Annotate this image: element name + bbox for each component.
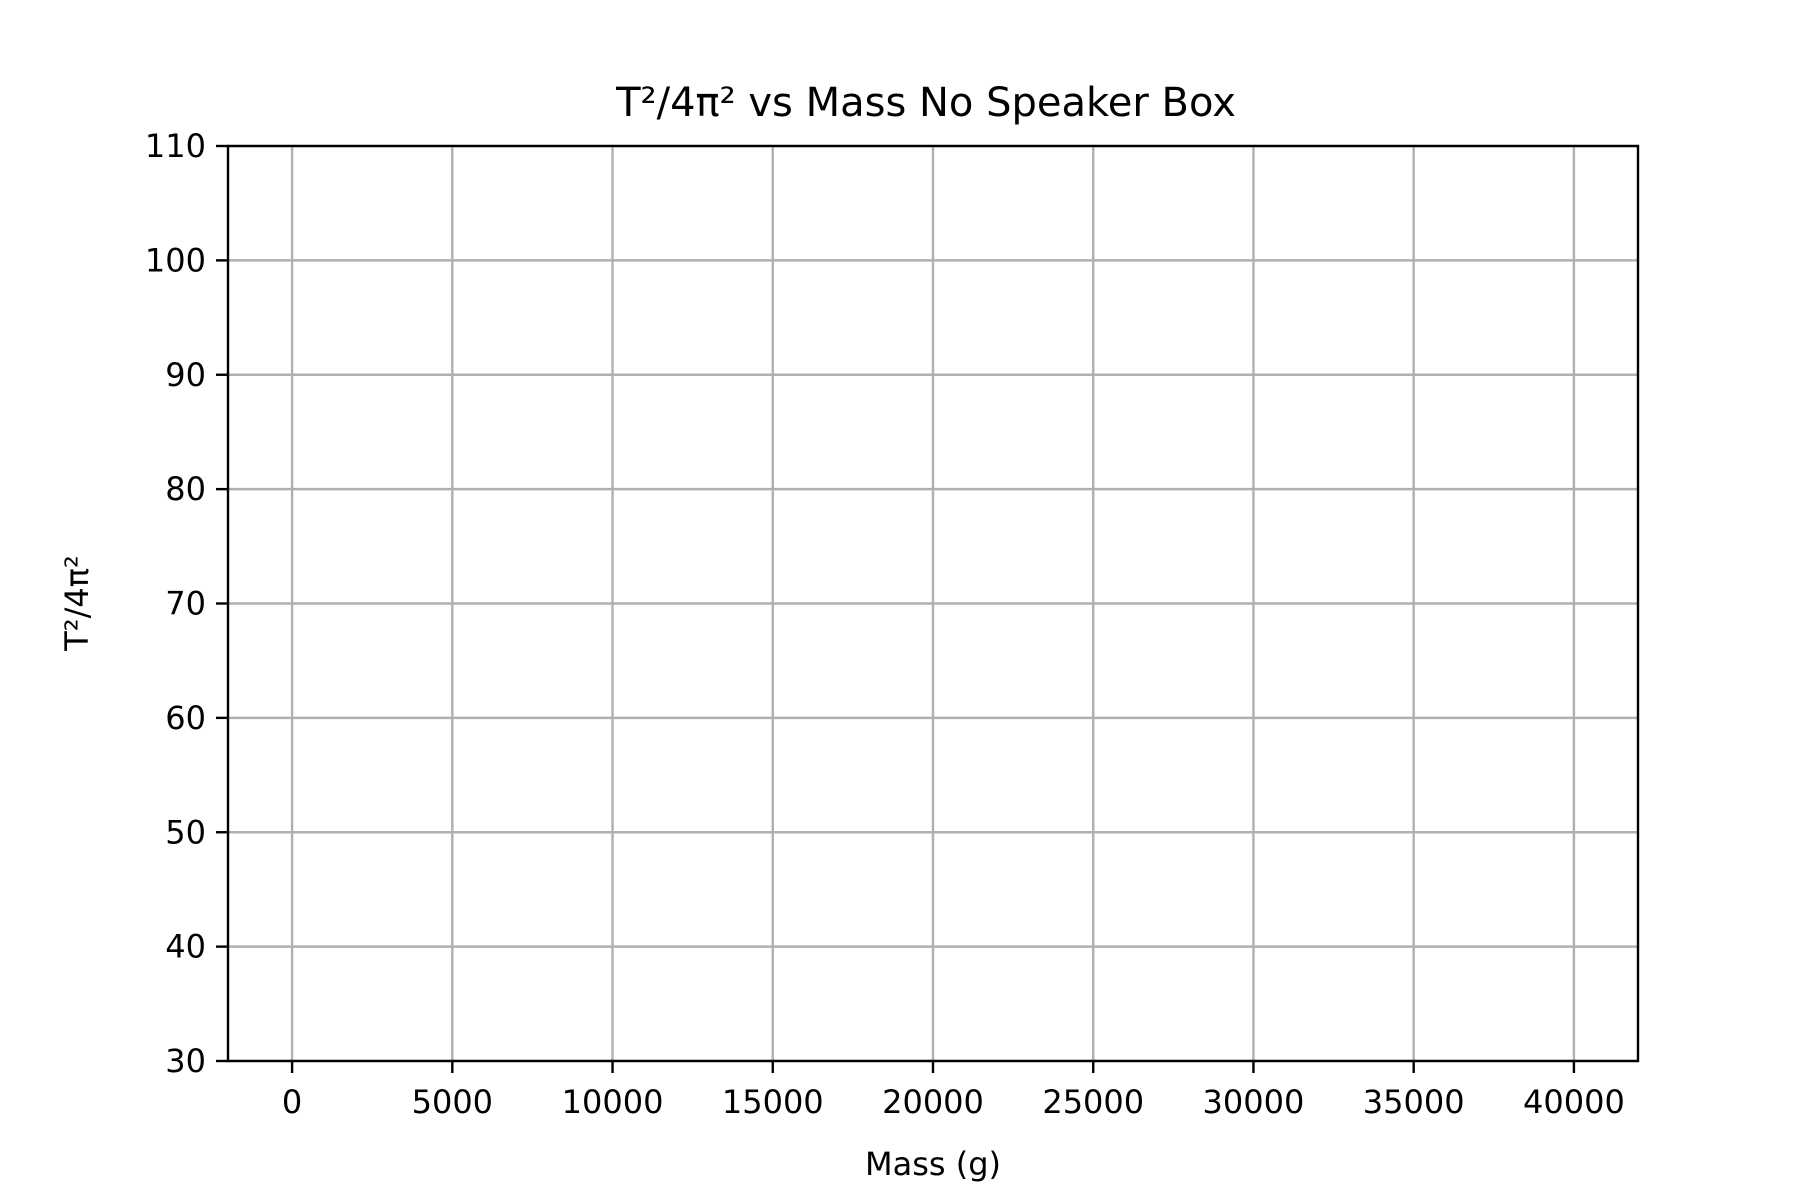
x-tick-label: 0 (282, 1083, 302, 1121)
y-tick-label: 100 (145, 241, 206, 279)
x-tick-label: 10000 (562, 1083, 664, 1121)
x-tick-label: 20000 (882, 1083, 984, 1121)
x-tick-label: 40000 (1523, 1083, 1625, 1121)
y-tick-label: 60 (165, 699, 206, 737)
y-tick-label: 80 (165, 470, 206, 508)
x-tick-label: 35000 (1363, 1083, 1465, 1121)
ticks (216, 144, 1576, 1073)
x-tick-label: 25000 (1042, 1083, 1144, 1121)
x-tick-label: 5000 (412, 1083, 493, 1121)
grid (228, 144, 1638, 1063)
y-tick-label: 110 (145, 127, 206, 165)
y-tick-label: 30 (165, 1042, 206, 1080)
tick-labels: 0 5000 10000 15000 20000 25000 30000 35000 40000… (145, 127, 1625, 1121)
x-tick-label: 30000 (1203, 1083, 1305, 1121)
plot-frame (226, 144, 1640, 1063)
y-tick-label: 50 (165, 813, 206, 851)
y-tick-label: 90 (165, 356, 206, 394)
y-tick-label: 40 (165, 928, 206, 966)
x-tick-label: 15000 (722, 1083, 824, 1121)
y-tick-label: 70 (165, 585, 206, 623)
x-axis-label: Mass (g) (865, 1145, 1001, 1183)
y-axis-label: T²/4π² (58, 555, 96, 652)
chart-title: T²/4π² vs Mass No Speaker Box (615, 80, 1236, 126)
